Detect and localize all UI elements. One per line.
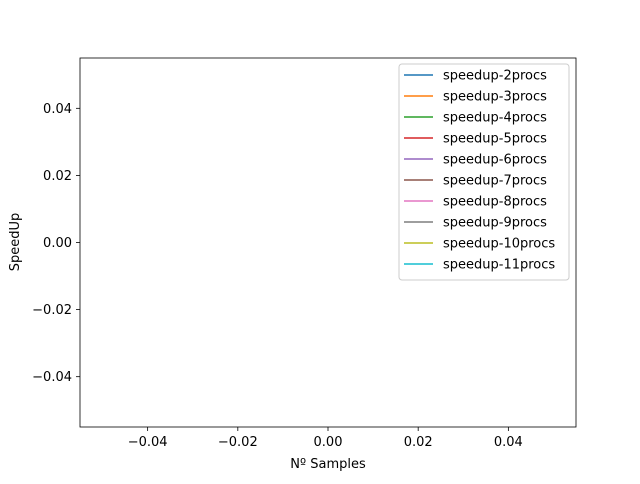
legend-label: speedup-11procs [443,258,555,273]
legend-label: speedup-10procs [443,237,555,252]
x-tick-label: −0.02 [218,435,258,450]
y-tick-label: −0.02 [32,303,72,318]
legend: speedup-2procs speedup-3procs speedup-4pro… [398,63,570,281]
legend-label: speedup-6procs [443,153,547,168]
y-tick-label: 0.00 [43,236,72,251]
legend-label: speedup-4procs [443,111,547,126]
legend-label: speedup-8procs [443,195,547,210]
x-tick-label: −0.04 [128,435,168,450]
axes: −0.04 −0.02 0.00 0.02 0.04 −0.04 −0.02 0.00 0.02… [32,57,577,450]
legend-label: speedup-5procs [443,132,547,147]
legend-label: speedup-9procs [443,216,547,231]
x-tick-label: 0.04 [494,435,523,450]
legend-label: speedup-2procs [443,69,547,84]
y-axis-label: SpeedUp [8,213,23,272]
x-tick-label: 0.00 [314,435,343,450]
y-tick-label: 0.02 [43,169,72,184]
legend-label: speedup-7procs [443,174,547,189]
legend-label: speedup-3procs [443,90,547,105]
y-tick-label: 0.04 [43,102,72,117]
legend-box [398,63,570,281]
y-tick-label: −0.04 [32,370,72,385]
x-axis-label: Nº Samples [290,457,366,472]
x-tick-label: 0.02 [404,435,433,450]
